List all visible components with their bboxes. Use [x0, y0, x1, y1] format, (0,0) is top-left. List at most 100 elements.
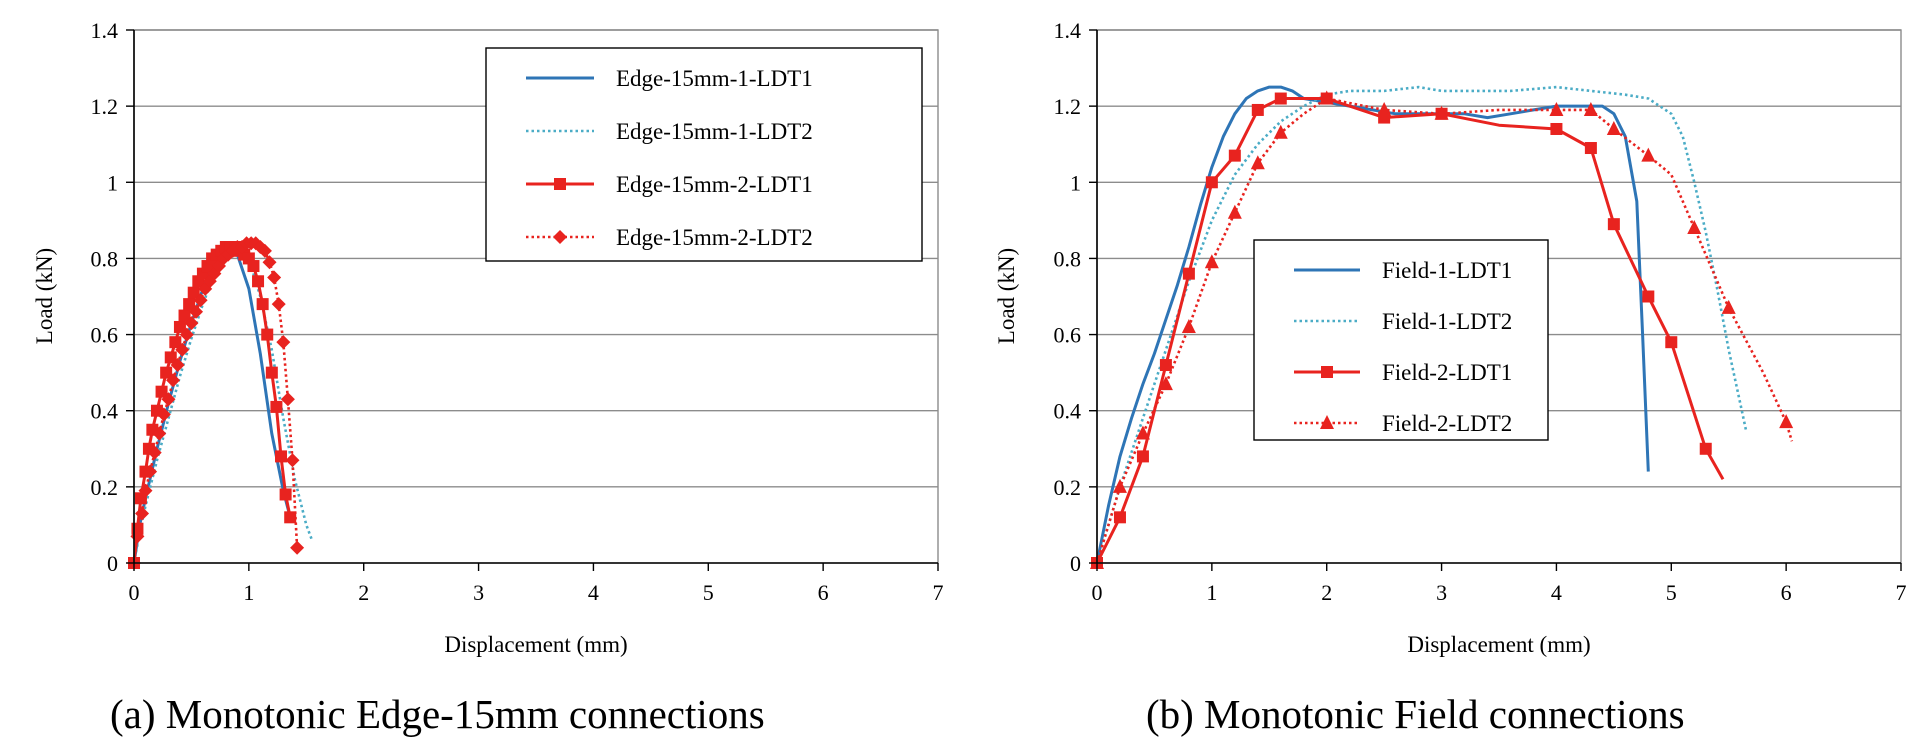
- caption-edge-15mm: (a) Monotonic Edge-15mm connections: [110, 691, 765, 737]
- data-point: [1181, 318, 1196, 333]
- data-point: [147, 445, 162, 460]
- x-tick-label: 4: [1551, 580, 1562, 605]
- tick-labels: 0 1 2 3 4 5 6 7 0 0.2 0.4 0.6 0.8 1 1.2 1.4: [91, 18, 944, 605]
- data-point: [1113, 511, 1126, 524]
- chart-field: 0 1 2 3 4 5 6 7 0 0.2 0.4 0.6 0.8 1 1.2 1.4 Displacemen…: [994, 18, 1907, 657]
- y-tick-label: 0.6: [91, 323, 119, 348]
- legend-label: Field-1-LDT2: [1382, 309, 1512, 334]
- legend-item: Edge-15mm-1-LDT1: [526, 66, 813, 91]
- data-point: [173, 320, 186, 333]
- data-point: [1721, 299, 1736, 314]
- data-point: [152, 426, 167, 441]
- data-point: [1273, 124, 1288, 139]
- y-axis-title: Load (kN): [32, 248, 57, 344]
- x-tick-label: 5: [1666, 580, 1677, 605]
- data-point: [1699, 442, 1712, 455]
- data-point: [1434, 105, 1449, 120]
- data-point: [1274, 92, 1287, 105]
- x-tick-label: 3: [473, 580, 484, 605]
- x-tick-label: 4: [588, 580, 599, 605]
- data-point: [138, 483, 153, 498]
- data-point: [1227, 204, 1242, 219]
- data-point: [155, 385, 168, 398]
- y-tick-label: 1: [107, 170, 118, 195]
- data-point: [284, 511, 297, 524]
- data-point: [1250, 155, 1265, 170]
- chart-marks: [1090, 85, 1794, 569]
- data-point: [1158, 376, 1173, 391]
- data-point: [1549, 101, 1564, 116]
- data-point: [252, 275, 265, 288]
- legend-item: Field-1-LDT1: [1294, 258, 1512, 283]
- chart-edge-15mm: 0 1 2 3 4 5 6 7 0 0.2 0.4 0.6 0.8 1 1.2 1.4 Displacemen…: [32, 18, 944, 657]
- series-edge-15mm-2-ldt1: [128, 241, 297, 569]
- y-tick-label: 1.4: [91, 18, 119, 43]
- data-point: [1583, 101, 1598, 116]
- data-point: [1251, 103, 1264, 116]
- y-tick-label: 1: [1070, 170, 1081, 195]
- x-tick-label: 7: [933, 580, 944, 605]
- data-point: [1377, 101, 1392, 116]
- data-point: [187, 286, 200, 299]
- data-point: [1607, 218, 1620, 231]
- data-point: [1112, 478, 1127, 493]
- data-point: [1687, 219, 1702, 234]
- data-point: [1665, 336, 1678, 349]
- legend-marker: [554, 178, 566, 190]
- data-point: [164, 351, 177, 364]
- data-point: [1228, 149, 1241, 162]
- data-point: [267, 270, 282, 285]
- y-tick-label: 1.4: [1054, 18, 1082, 43]
- data-point: [1319, 90, 1334, 105]
- y-tick-label: 1.2: [91, 94, 119, 119]
- legend-label: Field-2-LDT1: [1382, 360, 1512, 385]
- x-tick-label: 0: [129, 580, 140, 605]
- data-point: [285, 453, 300, 468]
- data-point: [276, 335, 291, 350]
- data-point: [290, 540, 305, 555]
- data-point: [166, 373, 181, 388]
- data-point: [1204, 254, 1219, 269]
- data-point: [1159, 359, 1172, 372]
- data-point: [189, 304, 204, 319]
- y-tick-label: 0.6: [1054, 323, 1082, 348]
- y-tick-label: 0.8: [91, 246, 119, 271]
- data-point: [161, 392, 176, 407]
- y-axis-title: Load (kN): [994, 248, 1019, 344]
- legend-item: Edge-15mm-2-LDT1: [526, 172, 813, 197]
- legend-item: Field-1-LDT2: [1294, 309, 1512, 334]
- legend-label: Edge-15mm-2-LDT2: [616, 225, 813, 250]
- tick-labels: 0 1 2 3 4 5 6 7 0 0.2 0.4 0.6 0.8 1 1.2 1.4: [1054, 18, 1907, 605]
- data-point: [1642, 290, 1655, 303]
- data-point: [1135, 425, 1150, 440]
- data-point: [178, 309, 191, 322]
- legend-marker: [553, 230, 567, 244]
- caption-field: (b) Monotonic Field connections: [1146, 691, 1685, 737]
- series-field-2-ldt2: [1090, 90, 1794, 569]
- x-tick-label: 2: [1321, 580, 1332, 605]
- x-tick-label: 1: [1206, 580, 1217, 605]
- data-point: [279, 488, 292, 501]
- data-point: [179, 327, 194, 342]
- data-point: [262, 255, 277, 270]
- data-point: [170, 358, 185, 373]
- figure-canvas: 0 1 2 3 4 5 6 7 0 0.2 0.4 0.6 0.8 1 1.2 1.4 Displacemen…: [32, 18, 1907, 657]
- x-tick-label: 7: [1896, 580, 1907, 605]
- x-tick-label: 6: [1781, 580, 1792, 605]
- x-tick-label: 3: [1436, 580, 1447, 605]
- y-tick-label: 0.2: [1054, 475, 1082, 500]
- y-tick-label: 0.4: [1054, 399, 1082, 424]
- data-point: [270, 400, 283, 413]
- data-point: [1550, 122, 1563, 135]
- series-edge-15mm-2-ldt2: [127, 236, 305, 570]
- y-tick-label: 1.2: [1054, 94, 1082, 119]
- y-tick-label: 0.2: [91, 475, 119, 500]
- data-point: [271, 297, 286, 312]
- data-point: [135, 506, 150, 521]
- y-tick-label: 0: [1070, 551, 1081, 576]
- chart-marks: [127, 236, 314, 570]
- data-point: [265, 366, 278, 379]
- legend-item: Edge-15mm-1-LDT2: [526, 119, 813, 144]
- y-tick-label: 0.4: [91, 399, 119, 424]
- legend-item: Field-2-LDT1: [1294, 360, 1512, 385]
